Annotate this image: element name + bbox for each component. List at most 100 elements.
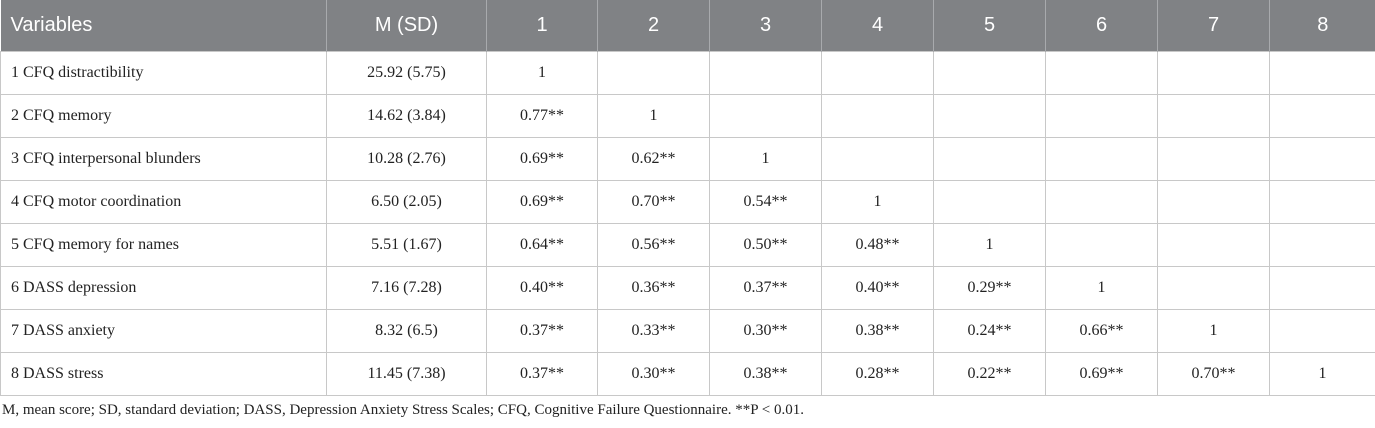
table-cell: 0.69** <box>486 137 598 181</box>
table-body: 1 CFQ distractibility 25.92 (5.75) 1 2 CFQ … <box>0 51 1375 396</box>
empty-cell <box>821 94 934 138</box>
header-row: Variables M (SD) 1 2 3 4 5 6 7 8 <box>0 0 1375 52</box>
table-cell: 0.36** <box>597 266 710 310</box>
empty-cell <box>1269 309 1375 353</box>
table-cell: 0.40** <box>821 266 934 310</box>
table-cell: 1 <box>709 137 822 181</box>
table-cell: 0.24** <box>933 309 1046 353</box>
row-label: 1 CFQ distractibility <box>0 51 327 95</box>
table-cell: 0.64** <box>486 223 598 267</box>
row-label: 2 CFQ memory <box>0 94 327 138</box>
table-cell: 0.50** <box>709 223 822 267</box>
row-label: 6 DASS depression <box>0 266 327 310</box>
empty-cell <box>1157 94 1270 138</box>
empty-cell <box>1157 51 1270 95</box>
table-cell: 0.30** <box>709 309 822 353</box>
table-cell: 1 <box>1045 266 1158 310</box>
table-cell: 0.37** <box>486 352 598 396</box>
table-cell: 0.28** <box>821 352 934 396</box>
table-cell: 0.54** <box>709 180 822 224</box>
table-cell: 7.16 (7.28) <box>326 266 487 310</box>
table-cell: 0.70** <box>597 180 710 224</box>
row-label: 5 CFQ memory for names <box>0 223 327 267</box>
empty-cell <box>1269 180 1375 224</box>
empty-cell <box>1269 266 1375 310</box>
table-row: 4 CFQ motor coordination 6.50 (2.05) 0.69*… <box>0 180 1375 224</box>
table-cell: 0.40** <box>486 266 598 310</box>
table-cell: 0.30** <box>597 352 710 396</box>
row-label: 3 CFQ interpersonal blunders <box>0 137 327 181</box>
table-cell: 0.37** <box>709 266 822 310</box>
table-cell: 0.29** <box>933 266 1046 310</box>
table-cell: 0.66** <box>1045 309 1158 353</box>
table-cell: 0.69** <box>1045 352 1158 396</box>
empty-cell <box>1269 94 1375 138</box>
table-cell: 1 <box>597 94 710 138</box>
table-cell: 0.77** <box>486 94 598 138</box>
correlation-table: Variables M (SD) 1 2 3 4 5 6 7 8 1 CFQ distractib… <box>0 0 1375 396</box>
empty-cell <box>933 137 1046 181</box>
header-cell: M (SD) <box>326 0 487 52</box>
empty-cell <box>1045 180 1158 224</box>
table-cell: 0.70** <box>1157 352 1270 396</box>
table-cell: 1 <box>933 223 1046 267</box>
header-cell: 2 <box>597 0 710 52</box>
header-cell: 8 <box>1269 0 1375 52</box>
header-cell: Variables <box>0 0 327 52</box>
table-cell: 10.28 (2.76) <box>326 137 487 181</box>
table-cell: 8.32 (6.5) <box>326 309 487 353</box>
table-cell: 0.37** <box>486 309 598 353</box>
table-cell: 0.56** <box>597 223 710 267</box>
table-cell: 0.69** <box>486 180 598 224</box>
empty-cell <box>933 94 1046 138</box>
header-cell: 1 <box>486 0 598 52</box>
empty-cell <box>1045 223 1158 267</box>
table-cell: 0.38** <box>821 309 934 353</box>
table-cell: 25.92 (5.75) <box>326 51 487 95</box>
table-row: 2 CFQ memory 14.62 (3.84) 0.77** 1 <box>0 94 1375 138</box>
table-cell: 14.62 (3.84) <box>326 94 487 138</box>
header-cell: 6 <box>1045 0 1158 52</box>
table-cell: 0.22** <box>933 352 1046 396</box>
empty-cell <box>1157 223 1270 267</box>
table-row: 7 DASS anxiety 8.32 (6.5) 0.37** 0.33** 0.30… <box>0 309 1375 353</box>
table-cell: 0.33** <box>597 309 710 353</box>
empty-cell <box>821 137 934 181</box>
empty-cell <box>597 51 710 95</box>
table-cell: 1 <box>1157 309 1270 353</box>
header-cell: 5 <box>933 0 1046 52</box>
header-cell: 3 <box>709 0 822 52</box>
table-cell: 0.62** <box>597 137 710 181</box>
empty-cell <box>1157 180 1270 224</box>
empty-cell <box>1269 51 1375 95</box>
row-label: 8 DASS stress <box>0 352 327 396</box>
empty-cell <box>709 94 822 138</box>
table-row: 3 CFQ interpersonal blunders 10.28 (2.76)… <box>0 137 1375 181</box>
empty-cell <box>1157 137 1270 181</box>
empty-cell <box>1269 137 1375 181</box>
empty-cell <box>1157 266 1270 310</box>
empty-cell <box>1045 137 1158 181</box>
empty-cell <box>709 51 822 95</box>
table-row: 6 DASS depression 7.16 (7.28) 0.40** 0.36**… <box>0 266 1375 310</box>
table-row: 1 CFQ distractibility 25.92 (5.75) 1 <box>0 51 1375 95</box>
empty-cell <box>1045 51 1158 95</box>
table-cell: 0.48** <box>821 223 934 267</box>
empty-cell <box>1045 94 1158 138</box>
table-cell: 0.38** <box>709 352 822 396</box>
row-label: 4 CFQ motor coordination <box>0 180 327 224</box>
table-cell: 11.45 (7.38) <box>326 352 487 396</box>
table-cell: 1 <box>486 51 598 95</box>
table-row: 5 CFQ memory for names 5.51 (1.67) 0.64** 0… <box>0 223 1375 267</box>
empty-cell <box>933 180 1046 224</box>
table-cell: 5.51 (1.67) <box>326 223 487 267</box>
header-cell: 7 <box>1157 0 1270 52</box>
header-cell: 4 <box>821 0 934 52</box>
empty-cell <box>821 51 934 95</box>
table-cell: 1 <box>821 180 934 224</box>
row-label: 7 DASS anxiety <box>0 309 327 353</box>
table-cell: 1 <box>1269 352 1375 396</box>
empty-cell <box>1269 223 1375 267</box>
footnote: M, mean score; SD, standard deviation; D… <box>2 402 804 418</box>
